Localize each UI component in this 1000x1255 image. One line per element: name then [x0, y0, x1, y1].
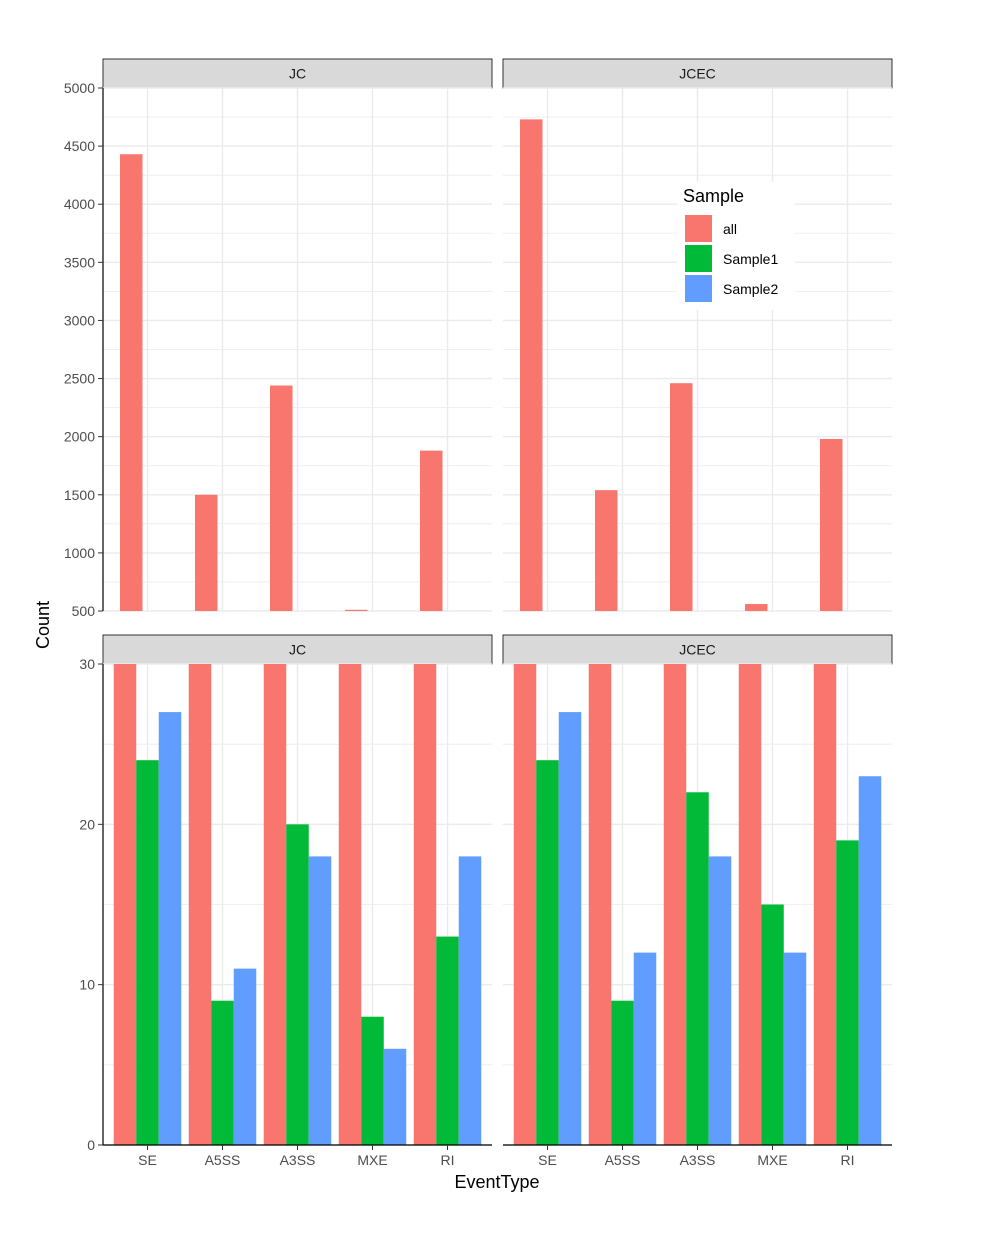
legend-label: all	[723, 221, 737, 237]
x-axis-title: EventType	[454, 1172, 539, 1192]
facet-strip-label: JCEC	[679, 642, 716, 658]
y-tick-label: 3500	[64, 254, 95, 270]
legend-key-sample2	[685, 275, 712, 302]
x-tick-label: MXE	[757, 1152, 787, 1168]
facet-strip	[102, 58, 493, 89]
facet-strip	[502, 634, 893, 665]
bar-all-mxe	[745, 604, 768, 611]
y-tick-label: 1500	[64, 487, 95, 503]
x-tick-label: RI	[841, 1152, 855, 1168]
bar-sample1-a5ss	[211, 1000, 234, 1145]
y-tick-label: 4000	[64, 196, 95, 212]
y-tick-label: 20	[79, 816, 95, 832]
facet-strip-label: JC	[289, 642, 306, 658]
y-tick-label: 0	[87, 1137, 95, 1153]
legend-title: Sample	[683, 186, 744, 206]
bar-sample1-a3ss	[686, 792, 709, 1145]
facet-strip	[502, 58, 893, 89]
bar-all-ri	[813, 664, 837, 1145]
bar-sample1-a3ss	[286, 824, 309, 1145]
bar-all-ri	[413, 664, 437, 1145]
bar-all-a5ss	[595, 490, 618, 611]
y-tick-label: 500	[72, 603, 96, 619]
y-tick-label: 5000	[64, 80, 95, 96]
bar-sample1-se	[536, 760, 559, 1145]
x-tick-label: A5SS	[605, 1152, 641, 1168]
bar-sample2-ri	[458, 856, 482, 1145]
y-tick-label: 30	[79, 656, 95, 672]
legend-key-sample1	[685, 245, 712, 272]
y-tick-label: 1000	[64, 545, 95, 561]
facet-strip	[102, 634, 493, 665]
bar-sample1-se	[136, 760, 159, 1145]
bar-all-a3ss	[663, 664, 687, 1145]
y-tick-label: 4500	[64, 138, 95, 154]
x-tick-label: MXE	[357, 1152, 387, 1168]
bar-sample2-a3ss	[708, 856, 732, 1145]
bar-sample1-a5ss	[611, 1000, 634, 1145]
bar-all-mxe	[738, 664, 762, 1145]
bar-sample2-se	[158, 712, 182, 1145]
bar-sample2-se	[558, 712, 582, 1145]
bar-all-se	[520, 119, 543, 611]
bar-sample1-ri	[836, 840, 859, 1145]
x-tick-label: A3SS	[280, 1152, 316, 1168]
bar-sample1-mxe	[761, 904, 784, 1145]
x-tick-label: A5SS	[205, 1152, 241, 1168]
bar-sample2-a5ss	[633, 952, 657, 1145]
bar-all-se	[113, 664, 137, 1145]
bar-all-se	[513, 664, 537, 1145]
bar-sample1-ri	[436, 936, 459, 1145]
bar-all-a3ss	[263, 664, 287, 1145]
bar-sample2-a3ss	[308, 856, 332, 1145]
y-tick-label: 3000	[64, 312, 95, 328]
bar-all-se	[120, 154, 143, 611]
legend-label: Sample1	[723, 251, 778, 267]
bar-all-mxe	[338, 664, 362, 1145]
y-tick-label: 2000	[64, 429, 95, 445]
bar-sample2-ri	[858, 776, 882, 1145]
y-tick-label: 2500	[64, 371, 95, 387]
bar-sample1-mxe	[361, 1016, 384, 1145]
bar-all-ri	[420, 450, 443, 611]
facet-strip-label: JCEC	[679, 66, 716, 82]
x-tick-label: A3SS	[680, 1152, 716, 1168]
bar-all-a5ss	[195, 494, 218, 611]
bar-all-mxe	[345, 609, 368, 611]
bar-all-a5ss	[588, 664, 612, 1145]
y-tick-label: 10	[79, 977, 95, 993]
bar-all-ri	[820, 438, 843, 611]
x-tick-label: SE	[138, 1152, 157, 1168]
bar-sample2-a5ss	[233, 968, 257, 1145]
bar-all-a5ss	[188, 664, 212, 1145]
bar-sample2-mxe	[383, 1048, 407, 1145]
y-axis-title: Count	[33, 601, 53, 649]
bar-all-a3ss	[270, 385, 293, 611]
bar-sample2-mxe	[783, 952, 807, 1145]
legend-label: Sample2	[723, 281, 778, 297]
x-tick-label: SE	[538, 1152, 557, 1168]
legend-key-all	[685, 215, 712, 242]
facet-strip-label: JC	[289, 66, 306, 82]
bar-all-a3ss	[670, 383, 693, 611]
x-tick-label: RI	[441, 1152, 455, 1168]
